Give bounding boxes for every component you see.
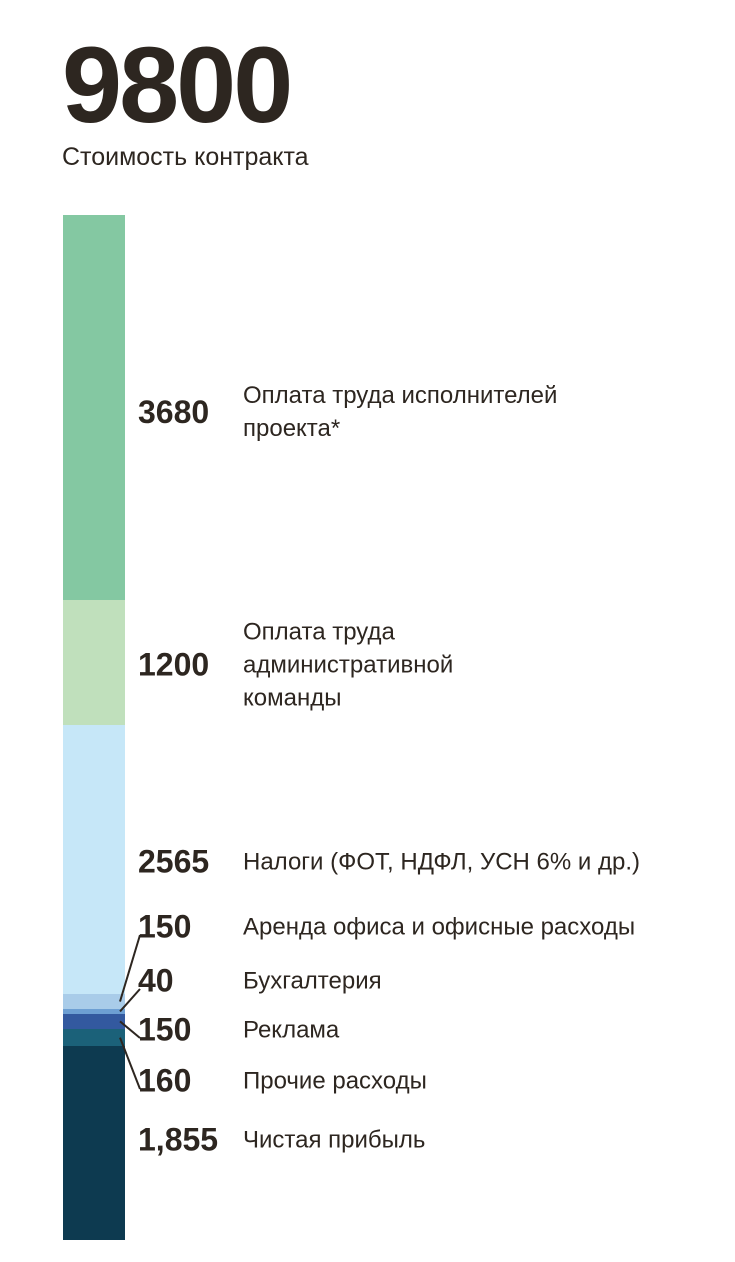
bar-segment-4 xyxy=(63,1009,125,1014)
segment-label: Оплата труда исполнителей проекта* xyxy=(243,381,558,442)
segment-label-row-3: 150 Аренда офиса и офисные расходы xyxy=(138,909,635,946)
segment-value: 150 xyxy=(138,908,192,945)
segment-value: 160 xyxy=(138,1062,192,1099)
segment-label: Бухгалтерия xyxy=(243,967,382,995)
segment-label: Прочие расходы xyxy=(243,1067,427,1095)
header: 9800 Стоимость контракта xyxy=(62,28,309,172)
total-caption: Стоимость контракта xyxy=(62,143,309,172)
segment-value: 150 xyxy=(138,1011,192,1048)
segment-label-row-6: 160 Прочие расходы xyxy=(138,1063,427,1100)
segment-value: 2565 xyxy=(138,843,210,880)
segment-label: Реклама xyxy=(243,1016,340,1044)
bar-segment-7 xyxy=(63,1045,125,1240)
segment-value: 1,855 xyxy=(138,1121,219,1158)
segment-label-row-7: 1,855 Чистая прибыль xyxy=(138,1122,425,1159)
bar-segment-3 xyxy=(63,993,125,1010)
stacked-bar xyxy=(63,215,125,1240)
segment-label: Оплата труда административной команды xyxy=(243,618,454,712)
segment-label-row-0: 3680 Оплата труда исполнителей проекта* xyxy=(138,379,557,445)
bar-segment-2 xyxy=(63,725,125,994)
bar-segment-0 xyxy=(63,215,125,600)
segment-label: Чистая прибыль xyxy=(243,1126,426,1154)
segment-label-row-1: 1200 Оплата труда административной команд… xyxy=(138,615,453,714)
bar-segment-1 xyxy=(63,599,125,726)
segment-value: 40 xyxy=(138,962,174,999)
bar-segment-6 xyxy=(63,1029,125,1046)
segment-value: 3680 xyxy=(138,393,210,430)
bar-segment-5 xyxy=(63,1013,125,1030)
segment-label: Налоги (ФОТ, НДФЛ, УСН 6% и др.) xyxy=(243,848,640,876)
segment-label: Аренда офиса и офисные расходы xyxy=(243,913,636,941)
segment-value: 1200 xyxy=(138,646,210,683)
segment-label-row-5: 150 Реклама xyxy=(138,1012,339,1049)
segment-label-row-4: 40 Бухгалтерия xyxy=(138,963,382,1000)
segment-label-row-2: 2565 Налоги (ФОТ, НДФЛ, УСН 6% и др.) xyxy=(138,844,640,881)
total-value: 9800 xyxy=(62,24,293,145)
